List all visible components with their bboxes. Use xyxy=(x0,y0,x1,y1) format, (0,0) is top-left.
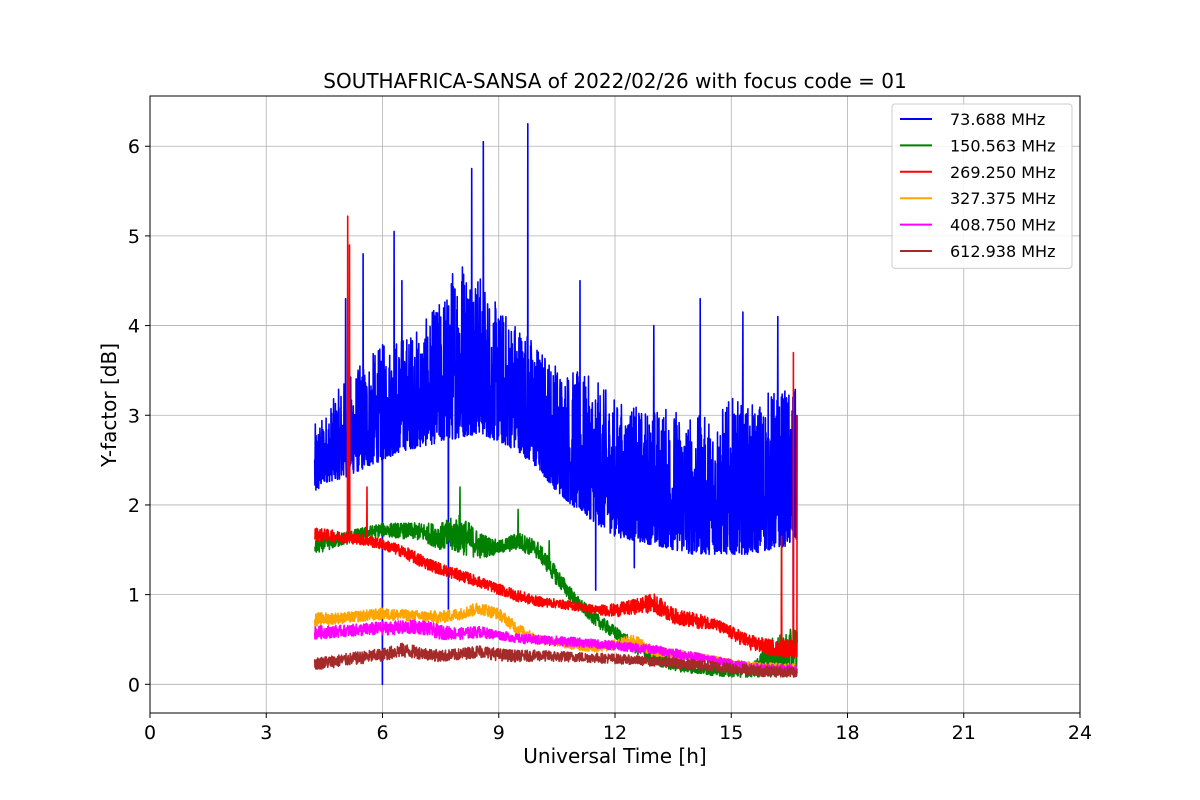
legend-entry-label: 408.750 MHz xyxy=(950,216,1055,235)
x-tick-label: 24 xyxy=(1068,722,1092,744)
legend-entry-label: 269.250 MHz xyxy=(950,163,1055,182)
series-line-150-563-mhz xyxy=(313,486,798,678)
x-axis-label: Universal Time [h] xyxy=(523,744,706,768)
x-tick-label: 18 xyxy=(835,722,859,744)
y-tick-label: 0 xyxy=(128,674,140,696)
legend-entry-label: 327.375 MHz xyxy=(950,189,1055,208)
series-line-408-750-mhz xyxy=(313,619,798,675)
legend-entry-label: 73.688 MHz xyxy=(950,110,1045,129)
y-tick-label: 1 xyxy=(128,585,140,607)
x-tick-label: 6 xyxy=(376,722,388,744)
y-tick-label: 3 xyxy=(128,405,140,427)
y-tick-label: 5 xyxy=(128,226,140,248)
x-tick-label: 21 xyxy=(952,722,976,744)
x-tick-label: 0 xyxy=(144,722,156,744)
legend: 73.688 MHz 150.563 MHz 269.250 MHz 327.375 … xyxy=(891,103,1073,269)
legend-box xyxy=(891,103,1073,269)
y-tick-label: 6 xyxy=(128,136,140,158)
series-group xyxy=(313,123,798,686)
x-tick-label: 12 xyxy=(603,722,627,744)
chart-title: SOUTHAFRICA-SANSA of 2022/02/26 with foc… xyxy=(323,69,907,93)
series-line-269-250-mhz xyxy=(314,215,798,658)
x-tick-label: 15 xyxy=(719,722,743,744)
y-tick-label: 4 xyxy=(128,316,140,338)
y-axis-label: Y-factor [dB] xyxy=(97,343,121,468)
series-line-73-688-mhz xyxy=(313,123,798,686)
series-line-612-938-mhz xyxy=(313,642,798,678)
y-tick-label: 2 xyxy=(128,495,140,517)
x-tick-label: 3 xyxy=(260,722,272,744)
x-tick-label: 9 xyxy=(493,722,505,744)
legend-entry-label: 612.938 MHz xyxy=(950,242,1055,261)
legend-entry-label: 150.563 MHz xyxy=(950,136,1055,155)
